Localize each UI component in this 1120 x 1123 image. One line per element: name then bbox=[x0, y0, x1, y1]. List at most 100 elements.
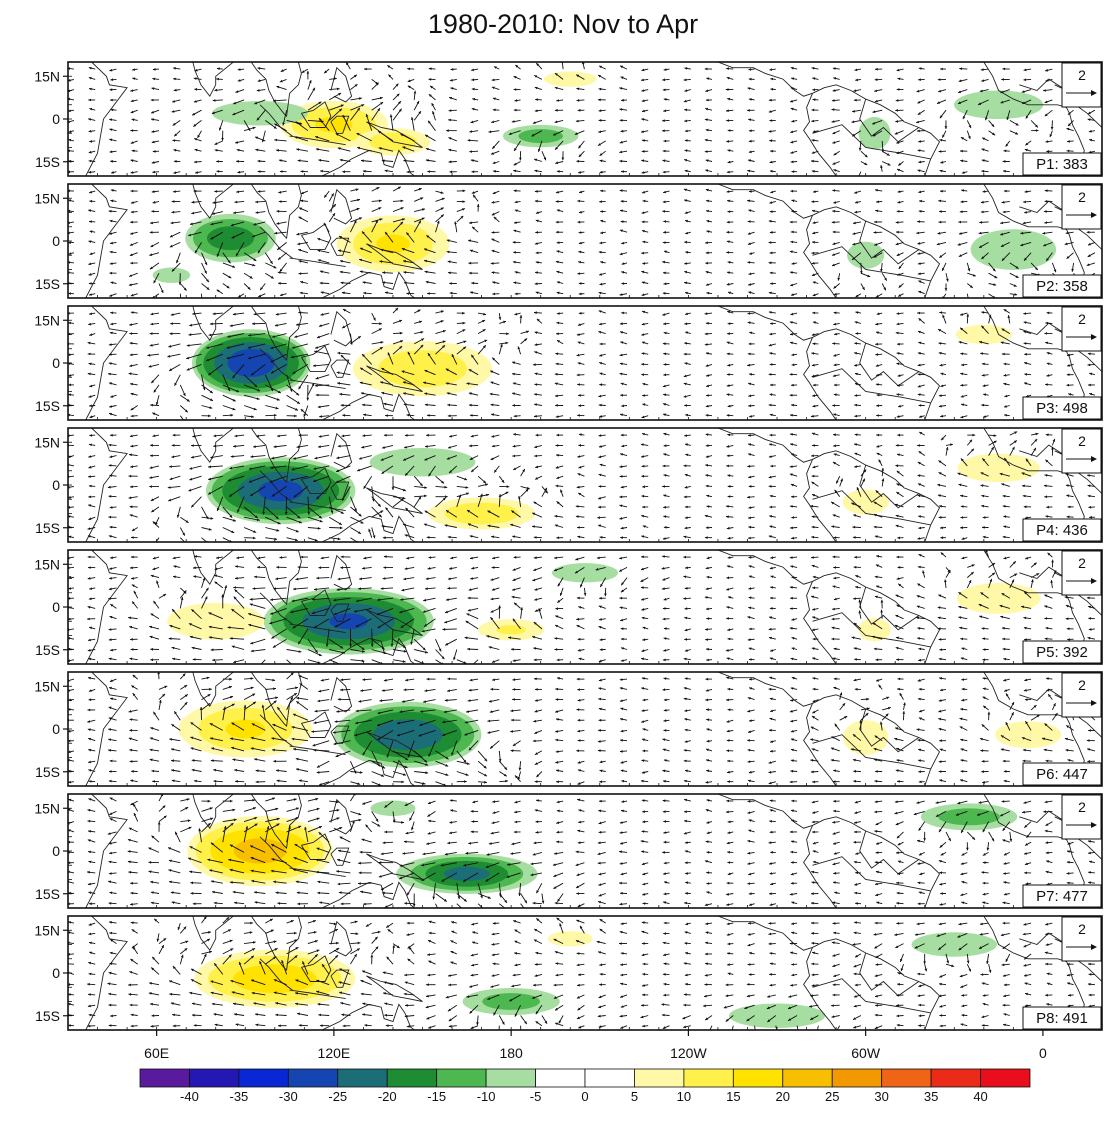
anomaly-field bbox=[194, 931, 998, 1028]
y-tick-label: 0 bbox=[52, 111, 60, 127]
reference-vector-label: 2 bbox=[1078, 433, 1086, 449]
anomaly-contour bbox=[847, 241, 885, 269]
wind-vector bbox=[262, 496, 266, 515]
wind-vector bbox=[68, 566, 74, 569]
colorbar-swatch bbox=[287, 1068, 339, 1088]
wind-vector bbox=[371, 628, 373, 647]
wind-vector bbox=[243, 394, 260, 400]
wind-vector bbox=[68, 628, 74, 631]
reference-vector-box bbox=[1061, 62, 1102, 108]
wind-vector bbox=[270, 597, 287, 601]
y-tick-label: 15S bbox=[35, 886, 60, 902]
wind-vector bbox=[290, 607, 309, 613]
wind-vector bbox=[270, 870, 287, 874]
wind-vector bbox=[236, 496, 245, 513]
wind-vector bbox=[270, 607, 287, 615]
reference-vector-label: 2 bbox=[1078, 311, 1086, 327]
wind-vector bbox=[435, 903, 438, 908]
anomaly-contour bbox=[225, 719, 266, 739]
wind-vector bbox=[249, 845, 266, 853]
wind-vector bbox=[362, 740, 373, 756]
colorbar-swatch bbox=[238, 1068, 289, 1088]
colorbar-label: 35 bbox=[924, 1089, 938, 1104]
anomaly-contour bbox=[518, 129, 563, 144]
wind-vector bbox=[247, 353, 266, 360]
wind-vector bbox=[186, 353, 202, 360]
wind-vector bbox=[354, 729, 372, 737]
wind-vector bbox=[377, 730, 394, 741]
wind-vector bbox=[248, 613, 266, 620]
wind-vector bbox=[226, 343, 245, 349]
x-tick-label: 180 bbox=[499, 1045, 523, 1061]
wind-vector bbox=[326, 628, 330, 647]
wind-vector bbox=[365, 113, 373, 131]
wind-vector bbox=[329, 659, 341, 664]
panels: 15N 0 15S 2 P1: 383 15N 0 15S 2 P2: 358 15N 0 15S 2 P3… bbox=[34, 61, 1103, 1031]
wind-vector bbox=[311, 729, 330, 733]
wind-vector bbox=[297, 628, 309, 645]
anomaly-contour bbox=[372, 719, 443, 751]
wind-vectors bbox=[68, 186, 1096, 298]
anomaly-contour bbox=[152, 267, 191, 283]
wind-vectors bbox=[68, 307, 1096, 420]
wind-vector bbox=[328, 496, 333, 514]
reference-vector-label: 2 bbox=[1078, 799, 1086, 815]
y-tick-label: 15S bbox=[35, 764, 60, 780]
anomaly-contour bbox=[377, 350, 468, 388]
panel-label: P5: 392 bbox=[1036, 644, 1088, 661]
wind-vector bbox=[205, 353, 223, 362]
wind-vector bbox=[440, 862, 457, 867]
anomaly-contour bbox=[369, 447, 476, 477]
wind-vector bbox=[328, 638, 344, 649]
panel-4: 15N 0 15S 2 P4: 436 bbox=[34, 427, 1103, 543]
anomaly-contour bbox=[444, 502, 519, 525]
wind-vector bbox=[312, 597, 330, 601]
panel-label-box bbox=[1022, 640, 1102, 664]
wind-vector bbox=[311, 607, 330, 614]
wind-vector bbox=[371, 750, 380, 767]
wind-vector bbox=[179, 415, 185, 420]
panel-label: P1: 383 bbox=[1036, 156, 1088, 173]
panel-label: P8: 491 bbox=[1036, 1010, 1088, 1027]
coastlines bbox=[85, 428, 1102, 542]
wind-vectors bbox=[68, 672, 1096, 786]
colorbar-label: 5 bbox=[631, 1089, 638, 1104]
anomaly-contour bbox=[729, 1003, 826, 1028]
coastlines bbox=[85, 550, 1102, 664]
wind-vector bbox=[270, 343, 287, 349]
wind-vector bbox=[307, 119, 324, 122]
anomaly-contour bbox=[955, 324, 1012, 345]
colorbar-label: -20 bbox=[378, 1089, 397, 1104]
anomaly-contour bbox=[911, 932, 998, 957]
wind-vector bbox=[68, 963, 74, 965]
wind-vector bbox=[292, 713, 309, 721]
wind-vector bbox=[248, 465, 266, 470]
reference-vector-box bbox=[1061, 916, 1102, 962]
anomaly-contour bbox=[496, 625, 527, 635]
wind-vector bbox=[270, 364, 287, 374]
colorbar-swatch bbox=[732, 1068, 784, 1088]
wind-vector bbox=[68, 1014, 74, 1016]
wind-vector bbox=[286, 384, 300, 396]
wind-vector bbox=[350, 638, 365, 651]
wind-vector bbox=[390, 114, 394, 131]
wind-vector bbox=[307, 496, 310, 515]
wind-vector bbox=[291, 343, 309, 349]
colorbar: -40 -35 -30 -25 -20 -15 -10 -5 0 5 10 15 20 25 30 35 40 bbox=[139, 1068, 1031, 1104]
colorbar-swatch bbox=[386, 1068, 438, 1088]
x-tick-label: 60E bbox=[144, 1045, 169, 1061]
wind-vector bbox=[397, 719, 415, 724]
wind-vector bbox=[260, 659, 266, 664]
wind-vector bbox=[292, 618, 309, 629]
y-tick-label: 15N bbox=[34, 190, 60, 206]
reference-vector-box bbox=[1061, 184, 1102, 230]
wind-vector bbox=[227, 333, 245, 338]
wind-vector bbox=[307, 506, 323, 519]
wind-vector bbox=[270, 465, 287, 469]
panel-label: P4: 436 bbox=[1036, 522, 1088, 539]
anomaly-contour bbox=[370, 800, 416, 816]
wind-vector bbox=[264, 826, 269, 843]
coastlines bbox=[85, 794, 1102, 908]
wind-vector bbox=[265, 384, 282, 394]
anomaly-contour bbox=[957, 453, 1040, 483]
